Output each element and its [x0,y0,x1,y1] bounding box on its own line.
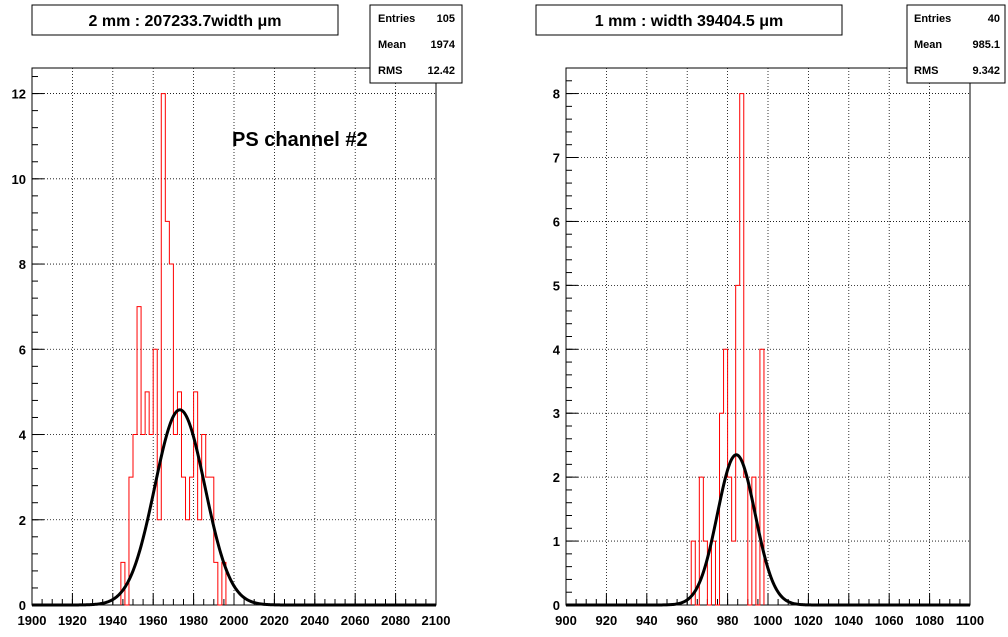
right-stat-rms-value: 9.342 [972,65,1000,77]
left-title-box [31,4,339,36]
left-y-tick-label: 4 [19,428,27,443]
left-grid [32,68,436,605]
right-y-tick-label: 2 [553,470,560,485]
right-stat-mean-value: 985.1 [972,39,1000,51]
left-fit-curve [32,408,436,607]
right-y-tick-label: 6 [553,214,560,229]
left-x-tick-label: 2060 [341,613,370,628]
right-x-tick-labels: 900 920 940 960 980 1000 1020 1040 1060 1080 1100 [555,613,984,628]
right-stat-entries-label: Entries [914,13,951,25]
left-histogram-outline [120,93,227,606]
left-ticks [31,76,437,606]
left-x-tick-label: 1900 [18,613,47,628]
right-title-box [535,4,843,36]
right-y-tick-label: 0 [553,598,560,613]
left-y-tick-label: 8 [19,257,26,272]
right-y-tick-label: 7 [553,151,560,166]
right-x-tick-label: 1000 [754,613,783,628]
right-y-tick-labels: 0 1 2 3 4 5 6 7 8 [553,87,561,613]
right-stat-mean-label: Mean [914,39,942,51]
right-y-tick-label: 5 [553,278,560,293]
right-x-tick-label: 1040 [834,613,863,628]
right-title: 1 mm : width 39404.5 μm [595,13,784,30]
left-y-tick-label: 0 [19,598,26,613]
left-title: 2 mm : 207233.7width μm [89,13,282,30]
left-stat-entries-label: Entries [378,13,415,25]
left-x-tick-label: 2080 [381,613,410,628]
right-x-tick-label: 1100 [956,613,984,628]
left-x-tick-label: 2040 [300,613,329,628]
left-x-tick-label: 2100 [422,613,451,628]
right-x-tick-label: 940 [636,613,658,628]
left-x-tick-label: 2000 [220,613,249,628]
left-y-tick-label: 10 [12,172,26,187]
right-y-tick-label: 3 [553,406,560,421]
right-x-tick-label: 1060 [875,613,904,628]
right-x-tick-label: 960 [676,613,698,628]
left-stats-box: Entries 105 Mean 1974 RMS 12.42 [369,4,463,84]
right-ticks [565,67,971,606]
right-gaussian-fit [566,453,970,607]
left-stat-rms-label: RMS [378,65,402,77]
left-annotation: PS channel #2 [232,129,368,151]
right-y-tick-label: 4 [553,342,561,357]
left-x-tick-label: 1940 [98,613,127,628]
right-x-tick-label: 980 [717,613,739,628]
left-histogram [120,93,227,606]
left-x-tick-label: 1920 [58,613,87,628]
right-y-tick-label: 8 [553,87,560,102]
left-stat-mean-value: 1974 [431,39,456,51]
left-stat-entries-value: 105 [437,13,455,25]
right-x-tick-label: 1080 [915,613,944,628]
right-x-tick-label: 900 [555,613,577,628]
left-y-tick-label: 2 [19,513,26,528]
right-fit-curve [566,453,970,607]
right-panel: 1 mm : width 39404.5 μm 900 920 940 960 980 1… [535,4,1006,628]
right-x-tick-label: 1020 [794,613,823,628]
left-panel: 2 mm : 207233.7width μm 1900 1920 1940 1960… [12,4,463,628]
right-stat-rms-label: RMS [914,65,938,77]
right-y-tick-label: 1 [553,534,560,549]
left-x-tick-label: 1980 [179,613,208,628]
left-x-tick-label: 2020 [260,613,289,628]
left-y-tick-label: 12 [12,87,26,102]
left-stat-rms-value: 12.42 [427,65,455,77]
left-gaussian-fit [32,408,436,607]
left-y-tick-label: 6 [19,342,26,357]
right-stats-box: Entries 40 Mean 985.1 RMS 9.342 [906,4,1006,84]
left-y-tick-labels: 0 2 4 6 8 10 12 [12,87,27,613]
right-x-tick-label: 920 [596,613,618,628]
left-stat-mean-label: Mean [378,39,406,51]
right-grid [566,68,970,605]
left-x-tick-labels: 1900 1920 1940 1960 1980 2000 2020 2040 2060 2080… [18,613,451,628]
left-x-tick-label: 1960 [139,613,168,628]
right-stat-entries-value: 40 [988,13,1000,25]
